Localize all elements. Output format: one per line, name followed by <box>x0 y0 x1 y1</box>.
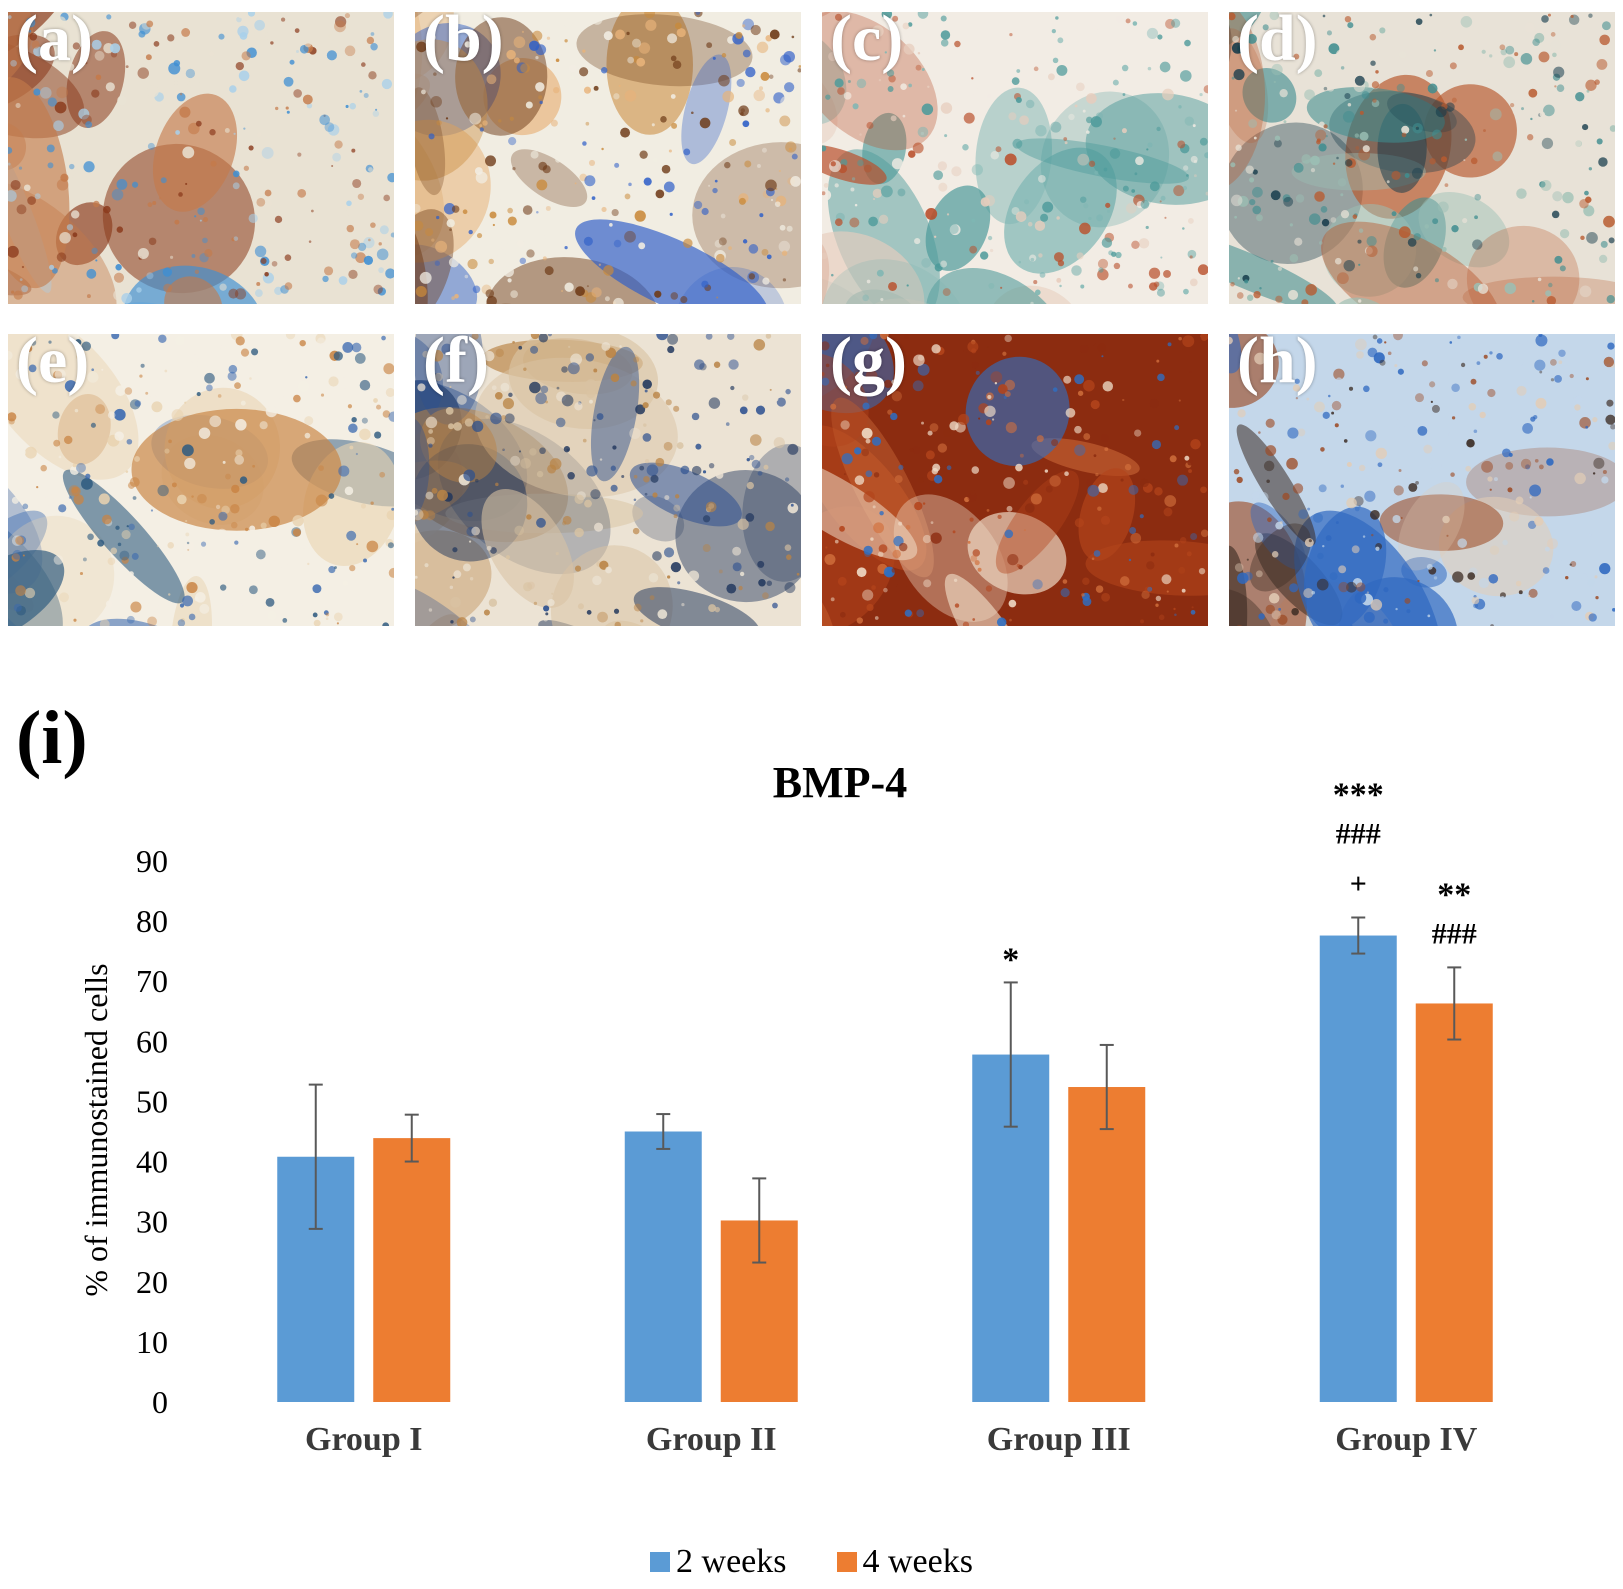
micrograph-panel-h: (h) <box>1229 334 1615 626</box>
legend-label-2-weeks: 2 weeks <box>676 1543 787 1580</box>
x-category-label: Group III <box>987 1421 1131 1458</box>
chart-title: BMP-4 <box>773 760 907 807</box>
error-bar-4-weeks-group-1 <box>404 1113 419 1163</box>
y-tick-label: 0 <box>152 1384 168 1420</box>
legend-swatch-4-weeks <box>836 1552 857 1572</box>
micrograph-panel-f: (f) <box>415 334 801 626</box>
y-tick-label: 50 <box>136 1083 168 1119</box>
legend-label-4-weeks: 4 weeks <box>862 1543 973 1580</box>
error-bar-2-weeks-group-4 <box>1351 916 1366 955</box>
y-tick-label: 70 <box>136 963 168 999</box>
error-bar-4-weeks-group-4 <box>1447 966 1462 1041</box>
panel-label-f: (f) <box>423 334 489 397</box>
bar-2-weeks-group-4 <box>1319 935 1397 1402</box>
y-tick-label: 40 <box>136 1144 168 1180</box>
panel-label-h: (h) <box>1237 334 1318 397</box>
bar-2-weeks-group-2 <box>624 1131 702 1402</box>
panel-label-a: (a) <box>16 12 93 75</box>
significance-marker: ### <box>1432 917 1477 950</box>
y-tick-label: 90 <box>136 843 168 879</box>
micrograph-panel-g: (g) <box>822 334 1208 626</box>
x-category-label: Group IV <box>1335 1421 1477 1458</box>
y-tick-label: 20 <box>136 1264 168 1300</box>
micrograph-panel-e: (e) <box>8 334 394 626</box>
error-bar-4-weeks-group-3 <box>1099 1043 1114 1131</box>
micrograph-panel-d: (d) <box>1229 12 1615 304</box>
micrograph-grid: (a) (b) (c) (d) (e) (f) (g) (h) <box>0 0 1623 640</box>
panel-label-c: (c) <box>830 12 904 75</box>
significance-marker: *** <box>1333 777 1384 814</box>
error-bar-2-weeks-group-1 <box>308 1083 323 1230</box>
y-tick-label: 80 <box>136 903 168 939</box>
significance-marker: + <box>1350 868 1367 901</box>
bar-4-weeks-group-4 <box>1415 1003 1493 1402</box>
legend-swatch-2-weeks <box>650 1552 671 1572</box>
significance-marker: ** <box>1437 876 1471 913</box>
y-tick-label: 30 <box>136 1204 168 1240</box>
micrograph-panel-a: (a) <box>8 12 394 304</box>
x-category-label: Group I <box>305 1421 422 1458</box>
panel-label-d: (d) <box>1237 12 1318 75</box>
bar-4-weeks-group-3 <box>1068 1087 1146 1402</box>
legend-item-4-weeks: 4 weeks <box>836 1543 973 1581</box>
error-bar-4-weeks-group-2 <box>752 1177 767 1264</box>
panel-label-g: (g) <box>830 334 907 397</box>
panel-label-e: (e) <box>16 334 90 397</box>
bar-4-weeks-group-1 <box>373 1138 451 1402</box>
y-axis-label: % of immunostained cells <box>78 963 114 1296</box>
micrograph-panel-c: (c) <box>822 12 1208 304</box>
micrograph-panel-b: (b) <box>415 12 801 304</box>
x-category-label: Group II <box>646 1421 777 1458</box>
error-bar-2-weeks-group-3 <box>1003 981 1018 1128</box>
error-bar-2-weeks-group-2 <box>656 1113 671 1150</box>
y-tick-label: 60 <box>136 1023 168 1059</box>
y-tick-label: 10 <box>136 1324 168 1360</box>
bar-chart: BMP-4 % of immunostained cells 0 10 20 30 40 50… <box>78 760 1493 1458</box>
chart-legend: 2 weeks 4 weeks <box>0 1540 1623 1584</box>
legend-item-2-weeks: 2 weeks <box>650 1543 787 1581</box>
chart-panel-label: (i) <box>16 696 88 780</box>
significance-marker: ### <box>1336 818 1381 851</box>
significance-marker: * <box>1002 941 1019 978</box>
panel-label-b: (b) <box>423 12 504 75</box>
